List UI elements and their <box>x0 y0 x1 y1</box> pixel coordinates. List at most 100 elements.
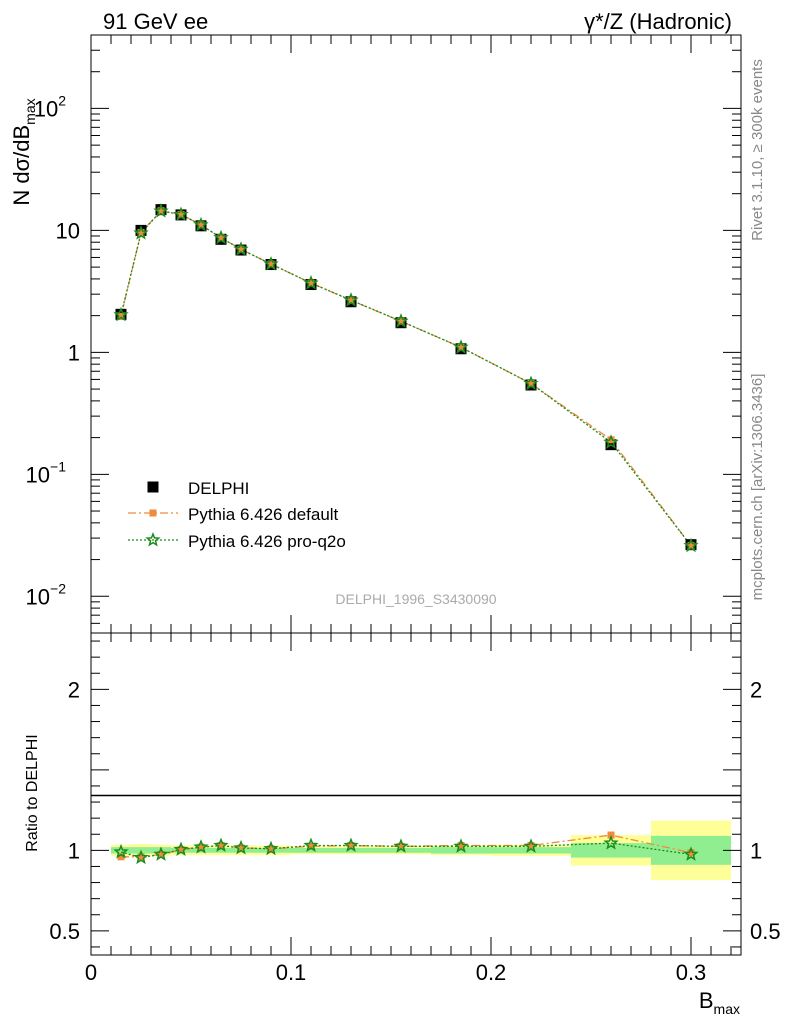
x-tick-label: 0.1 <box>276 960 307 985</box>
proq2o-series-point <box>683 537 699 553</box>
mcplots-credit-text: mcplots.cern.ch [arXiv:1306.3436] <box>749 374 766 601</box>
ratio-proq2o-point <box>113 843 129 859</box>
x-tick-label: 0.3 <box>676 960 707 985</box>
default-series-point <box>177 210 185 218</box>
proq2o-series-point <box>603 434 619 449</box>
legend-default-marker <box>149 509 157 517</box>
x-tick-label: 0 <box>85 960 97 985</box>
ratio-default-point <box>457 842 465 850</box>
ratio-proq2o-point <box>603 835 619 850</box>
tick-label-exponent: −1 <box>50 458 66 474</box>
ratio-proq2o-point <box>133 849 149 865</box>
legend-proq2o-marker <box>145 531 161 547</box>
ratio-y-tick-label-right: 2 <box>750 677 762 702</box>
ratio-default-point <box>347 842 355 850</box>
proq2o-series-point <box>133 225 149 240</box>
ratio-y-tick-label-right: 0.5 <box>750 919 781 944</box>
tick-label-base: 10 <box>34 96 58 121</box>
rivet-version-text: Rivet 3.1.10, ≥ 300k events <box>749 59 766 241</box>
legend-delphi-marker <box>147 481 159 493</box>
main-y-tick-label: 102 <box>34 92 66 121</box>
tick-label-base: 10 <box>26 584 50 609</box>
tick-label-exponent: −2 <box>50 580 66 596</box>
main-y-tick-label: 10 <box>56 218 80 243</box>
proq2o-series-point <box>453 339 469 354</box>
main-y-tick-label: 10−1 <box>26 458 67 487</box>
x-axis-label-sub: max <box>714 1001 740 1017</box>
ratio-default-point <box>177 846 185 854</box>
main-y-axis-label: N dσ/dBmax <box>9 98 38 205</box>
x-axis-label: Bmax <box>699 988 740 1017</box>
main-series-points <box>113 203 699 553</box>
ratio-band-inner <box>291 847 331 853</box>
default-series-point <box>607 436 615 444</box>
ratio-band-inner <box>571 843 651 858</box>
header-left-title: 91 GeV ee <box>103 9 208 34</box>
ratio-default-point <box>237 844 245 852</box>
legend-delphi-label: DELPHI <box>188 479 249 498</box>
proq2o-series-point <box>113 306 129 322</box>
proq2o-series-point <box>523 375 539 391</box>
ratio-default-point <box>197 843 205 851</box>
ratio-y-tick-label: 1 <box>68 838 80 863</box>
ratio-proq2o-point <box>213 837 229 853</box>
ratio-band-inner <box>211 847 231 853</box>
default-series-point <box>157 207 165 215</box>
ratio-default-point <box>527 842 535 850</box>
default-series-point <box>457 343 465 351</box>
ratio-y-tick-label: 2 <box>68 677 80 702</box>
x-axis-label-text: B <box>699 988 714 1013</box>
proq2o-series-point <box>193 216 209 232</box>
default-series-point <box>527 380 535 388</box>
proq2o-series-point <box>303 275 319 290</box>
ratio-default-point <box>157 850 165 858</box>
ratio-proq2o-point <box>303 837 319 853</box>
default-series-point <box>217 234 225 242</box>
tick-label-base: 1 <box>68 340 80 365</box>
legend-proq2o-label: Pythia 6.426 pro-q2o <box>188 532 346 551</box>
legend: DELPHI Pythia 6.426 default Pythia 6.426 p… <box>128 479 346 551</box>
ratio-default-point <box>687 849 695 857</box>
proq2o-series-point <box>173 206 189 222</box>
ratio-panel-frame <box>90 632 742 956</box>
ratio-proq2o-point <box>153 846 169 861</box>
proq2o-series-point <box>233 241 249 256</box>
x-tick-labels: 0 0.1 0.2 0.3 <box>85 960 706 985</box>
ratio-y-tick-labels: 2 2 1 1 0.5 0.5 <box>49 677 780 944</box>
ratio-proq2o-point <box>453 838 469 853</box>
default-series-point <box>237 245 245 253</box>
proq2o-series-point <box>153 203 169 218</box>
main-y-axis-label-sub: max <box>22 98 38 124</box>
legend-default-label: Pythia 6.426 default <box>188 505 339 524</box>
ratio-proq2o-point <box>263 840 279 856</box>
default-series-point <box>347 296 355 304</box>
header-right-title: γ*/Z (Hadronic) <box>584 9 732 34</box>
tick-label-base: 10 <box>26 462 50 487</box>
ratio-y-axis-label: Ratio to DELPHI <box>24 734 41 851</box>
proq2o-series-point <box>343 292 359 307</box>
default-series-point <box>307 279 315 287</box>
ratio-proq2o-point <box>393 838 409 853</box>
main-axis-ticks <box>90 34 741 634</box>
main-y-tick-label: 1 <box>68 340 80 365</box>
main-y-axis-label-text: N dσ/dB <box>9 125 34 206</box>
ratio-default-point <box>217 842 225 850</box>
analysis-watermark: DELPHI_1996_S3430090 <box>335 591 496 607</box>
default-series-point <box>397 317 405 325</box>
proq2o-series-point <box>263 255 279 271</box>
ratio-axis-ticks <box>90 633 741 955</box>
ratio-default-point <box>137 853 145 861</box>
ratio-band-inner <box>371 847 431 853</box>
x-tick-label: 0.2 <box>476 960 507 985</box>
ratio-series-points <box>113 831 699 865</box>
default-series-point <box>197 221 205 229</box>
ratio-band-inner <box>431 847 491 854</box>
ratio-y-tick-label-right: 1 <box>750 838 762 863</box>
tick-label-exponent: 2 <box>58 92 66 108</box>
default-series-point <box>117 312 125 320</box>
proq2o-series-point <box>213 229 229 245</box>
ratio-band-inner <box>491 847 571 854</box>
